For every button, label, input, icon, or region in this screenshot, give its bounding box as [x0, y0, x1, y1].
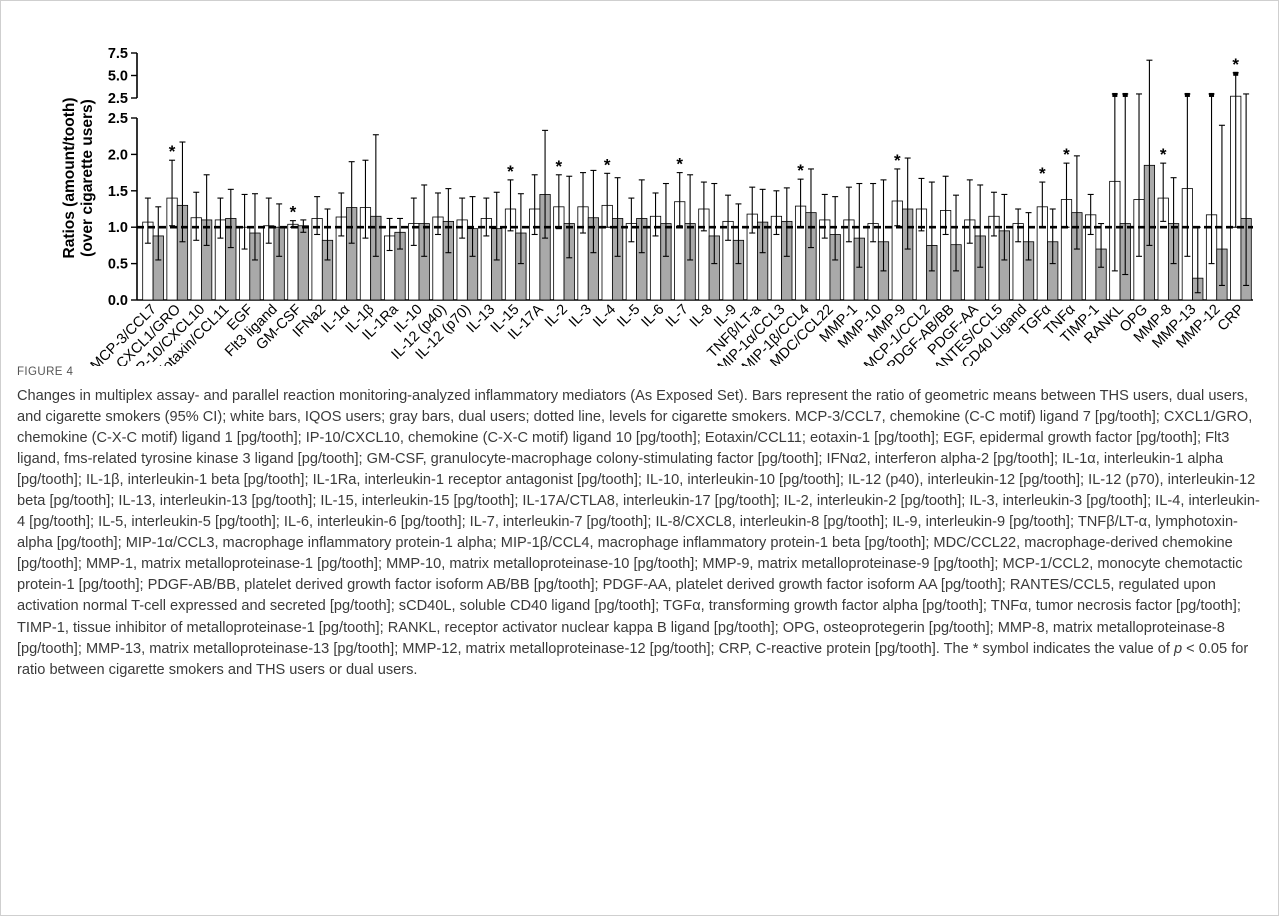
x-tick-label: IL-6 — [639, 302, 668, 331]
significance-star: * — [797, 161, 804, 180]
x-tick-label: CRP — [1215, 302, 1248, 335]
y-tick-label: 0.0 — [108, 293, 128, 309]
x-tick-label: IL-7 — [663, 302, 692, 331]
significance-star: * — [1039, 164, 1046, 183]
significance-star: * — [1232, 55, 1239, 74]
y-tick-label: 0.5 — [108, 257, 128, 273]
y-tick-label: 5.0 — [108, 69, 128, 85]
significance-star: * — [1063, 145, 1070, 164]
iqos-cap-marker — [1112, 92, 1118, 97]
bars: * * * * * * * * * * * * — [142, 55, 1252, 301]
x-tick-label: IL-8 — [687, 302, 716, 331]
significance-star: * — [290, 203, 297, 222]
figure-label: FIGURE 4 — [17, 366, 74, 378]
x-tick-label: IL-3 — [566, 302, 595, 331]
figure-caption: Changes in multiplex assay- and parallel… — [17, 386, 1265, 681]
y-tick-label: 1.5 — [108, 184, 128, 200]
y-tick-label: 7.5 — [108, 46, 128, 62]
y-tick-label: 1.0 — [108, 220, 128, 236]
significance-star: * — [556, 157, 563, 176]
iqos-cap-marker — [1209, 92, 1215, 97]
caption-p-symbol: p — [1174, 640, 1183, 657]
x-tick-label: IL-5 — [614, 302, 643, 331]
caption-text-1: Changes in multiplex assay- and parallel… — [17, 388, 1260, 657]
dual-bar — [297, 225, 309, 301]
significance-star: * — [894, 151, 901, 170]
significance-star: * — [1160, 145, 1167, 164]
significance-star: * — [169, 142, 176, 161]
y-tick-label: 2.5 — [108, 111, 128, 127]
significance-star: * — [604, 155, 611, 174]
y-tick-label: 2.5 — [108, 91, 128, 107]
x-tick-label: IL-2 — [542, 302, 571, 331]
x-axis-labels: MCP-3/CCL7CXCL1/GROIP-10/CXCL10Eotaxin/C… — [88, 301, 1248, 366]
y-axis-label-line1: Ratios (amount/tooth) — [61, 97, 78, 258]
x-tick-label: IL-4 — [590, 302, 619, 331]
y-axis-label-line2: (over cigarette users) — [79, 99, 96, 257]
dual-cap-marker — [1122, 92, 1128, 97]
significance-star: * — [676, 155, 683, 174]
caption-text-2: < 0.05 for ratio between cigarette smoke… — [17, 640, 1249, 678]
iqos-bar — [287, 223, 299, 301]
bar-chart: 0.00.51.01.52.02.52.55.07.5 *** * * * **** **… — [61, 46, 1253, 366]
iqos-cap-marker — [1233, 71, 1239, 76]
y-tick-label: 2.0 — [108, 147, 128, 163]
iqos-cap-marker — [1184, 92, 1190, 97]
significance-star: * — [507, 162, 514, 181]
